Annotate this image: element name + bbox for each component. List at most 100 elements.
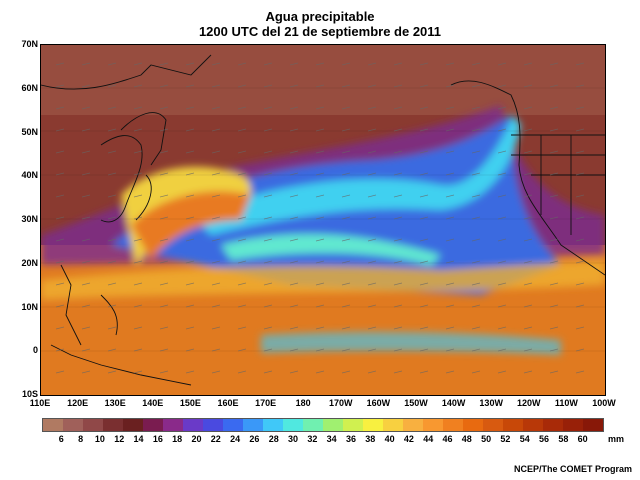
wind-barb [211, 172, 221, 176]
wind-barb [55, 216, 65, 220]
longitude-label: 140E [142, 398, 164, 408]
wind-barb [341, 304, 351, 308]
wind-barb [393, 370, 403, 374]
colorbar-segment [143, 419, 163, 431]
wind-barb [81, 238, 91, 242]
wind-barb [263, 172, 273, 176]
wind-barb [289, 348, 299, 352]
latitude-label: 70N [21, 39, 38, 49]
wind-barb [133, 106, 143, 110]
colorbar-segment [43, 419, 63, 431]
wind-barb [55, 370, 65, 374]
wind-barb [523, 172, 533, 176]
wind-barb [263, 128, 273, 132]
longitude-label: 130E [104, 398, 126, 408]
wind-barb [419, 348, 429, 352]
colorbar-segment [543, 419, 563, 431]
wind-barb [471, 282, 481, 286]
credit-text: NCEP/The COMET Program [513, 464, 632, 474]
wind-barb [81, 326, 91, 330]
wind-barb [289, 150, 299, 154]
wind-barb [523, 326, 533, 330]
wind-barb [497, 106, 507, 110]
wind-barb [549, 370, 559, 374]
colorbar-label: 20 [191, 434, 202, 444]
latitude-label: 30N [21, 214, 38, 224]
wind-barb [419, 326, 429, 330]
wind-barb [445, 194, 455, 198]
wind-barb [81, 106, 91, 110]
colorbar-segment [503, 419, 523, 431]
wind-barb [445, 260, 455, 264]
wind-barb [575, 216, 585, 220]
colorbar-label: 24 [230, 434, 241, 444]
longitude-label: 100W [592, 398, 616, 408]
wind-barb [549, 216, 559, 220]
wind-barb [107, 348, 117, 352]
wind-barb [133, 370, 143, 374]
wind-barb [523, 194, 533, 198]
wind-barb [211, 326, 221, 330]
colorbar-label: 30 [288, 434, 299, 444]
longitude-label: 180 [295, 398, 311, 408]
wind-barb [549, 194, 559, 198]
colorbar-label: 16 [152, 434, 163, 444]
wind-barb [211, 128, 221, 132]
wind-barb [419, 216, 429, 220]
wind-barb [289, 304, 299, 308]
wind-barb [263, 194, 273, 198]
wind-barb [237, 326, 247, 330]
wind-barb [107, 282, 117, 286]
wind-barb [289, 106, 299, 110]
wind-barb [575, 84, 585, 88]
wind-barb [55, 128, 65, 132]
wind-barb [419, 194, 429, 198]
wind-barb [523, 150, 533, 154]
wind-barb [289, 194, 299, 198]
wind-barb [367, 106, 377, 110]
wind-barb [445, 326, 455, 330]
wind-barb [159, 370, 169, 374]
colorbar-label: 14 [133, 434, 144, 444]
wind-barb [263, 238, 273, 242]
longitude-label: 120W [517, 398, 541, 408]
longitude-label: 110E [29, 398, 51, 408]
wind-barb [419, 282, 429, 286]
wind-barb [445, 128, 455, 132]
wind-barb [237, 128, 247, 132]
latitude-label: 60N [21, 82, 38, 93]
wind-barb [549, 84, 559, 88]
colorbar-label: 52 [500, 434, 511, 444]
wind-barb [341, 106, 351, 110]
colorbar-segment [523, 419, 543, 431]
colorbar-segment [443, 419, 463, 431]
colorbar-segment [323, 419, 343, 431]
wind-barb [81, 150, 91, 154]
wind-barb [107, 238, 117, 242]
wind-barb [185, 128, 195, 132]
wind-barb [211, 84, 221, 88]
wind-barb [107, 216, 117, 220]
wind-barb [237, 238, 247, 242]
wind-barb [393, 194, 403, 198]
longitude-label: 120E [67, 398, 89, 408]
wind-barb [289, 282, 299, 286]
wind-barb [81, 370, 91, 374]
wind-barb [445, 150, 455, 154]
wind-barb [341, 172, 351, 176]
colorbar-label: 38 [365, 434, 376, 444]
wind-barb [237, 84, 247, 88]
wind-barb [367, 84, 377, 88]
colorbar-label: 34 [326, 434, 337, 444]
wind-barb [263, 348, 273, 352]
wind-barb [55, 238, 65, 242]
wind-barb [133, 84, 143, 88]
wind-barb [445, 282, 455, 286]
colorbar-segment [83, 419, 103, 431]
wind-barb [315, 62, 325, 66]
wind-barb [159, 326, 169, 330]
wind-barb [367, 326, 377, 330]
wind-barb [497, 128, 507, 132]
wind-barb [341, 370, 351, 374]
colorbar-label: 48 [461, 434, 472, 444]
